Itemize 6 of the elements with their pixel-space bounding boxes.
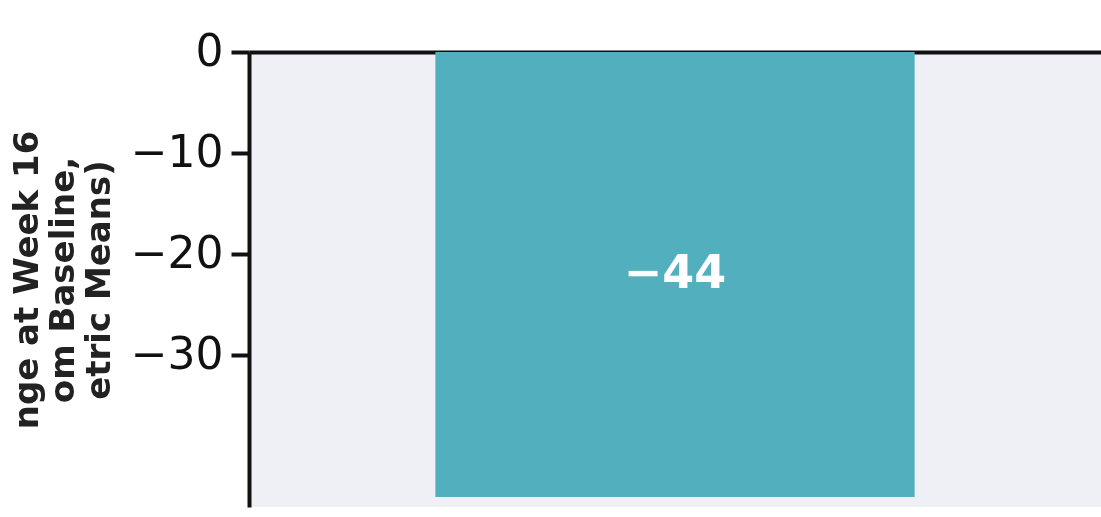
y-tick-label: 0	[195, 24, 224, 76]
y-tick-label: −10	[130, 125, 224, 177]
y-axis-title: nge at Week 16 om Baseline, etric Means)	[5, 130, 118, 430]
y-tick-label: −30	[130, 327, 224, 379]
y-tick-label: −20	[130, 226, 224, 278]
data-label: −44	[623, 245, 727, 300]
